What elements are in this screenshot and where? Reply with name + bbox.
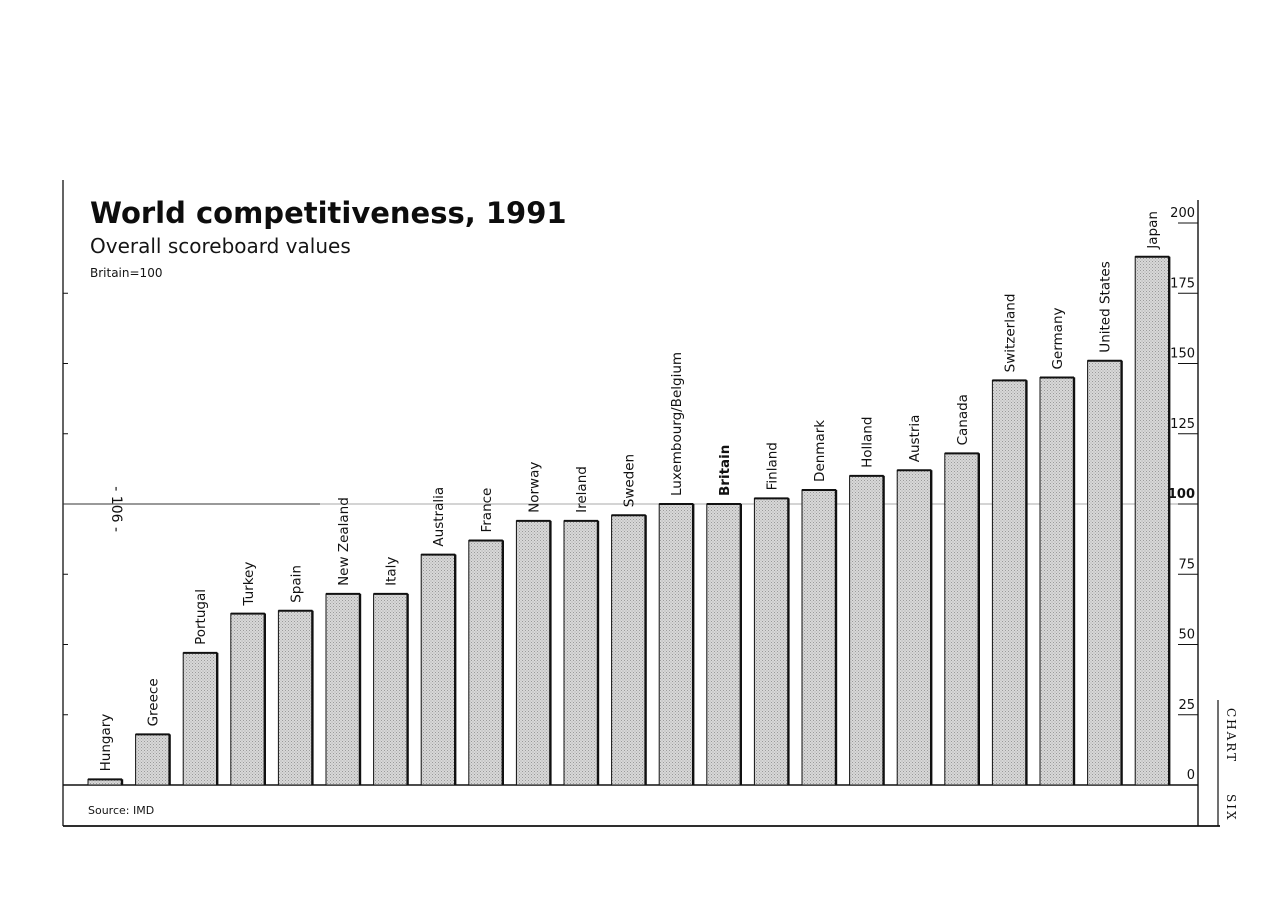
bar [230,613,266,786]
category-label: Germany [1050,307,1066,369]
category-label: Ireland [574,466,590,513]
category-label: Turkey [241,562,257,607]
y-tick-label: 100 [1168,487,1195,502]
annotation-label: - 106 - [108,486,124,532]
category-label: New Zealand [336,497,352,586]
category-label: Portugal [193,589,209,645]
y-tick-label: 175 [1170,276,1195,291]
chart-subtitle: Overall scoreboard values [90,234,351,258]
bar [420,554,456,786]
bar [611,514,647,786]
category-label: Greece [146,678,162,726]
category-label: United States [1098,261,1114,352]
y-tick-label: 50 [1178,628,1195,643]
annotations: - 106 - [108,486,124,532]
bar [182,652,218,786]
y-tick-label: 125 [1170,417,1195,432]
chart-baseline-note: Britain=100 [90,266,163,280]
category-label: Luxembourg/Belgium [669,352,685,496]
category-label: Britain [717,445,733,496]
bar [373,593,409,786]
source-note: Source: IMD [88,804,155,817]
bar [277,610,313,786]
side-tag-six: SIX [1224,794,1238,822]
category-label: Australia [431,487,447,547]
y-tick-label: 200 [1170,206,1195,221]
category-label: Italy [384,557,400,586]
side-tag-chart: CHART [1224,708,1238,764]
category-label: Spain [288,565,304,603]
bar-series [87,255,1171,786]
category-label: Hungary [98,714,114,772]
bar [896,469,932,786]
bar [801,489,837,786]
y-tick-label: 150 [1170,347,1195,362]
bar [515,520,551,786]
bar [658,503,694,786]
category-label: Canada [955,394,971,445]
bar [1039,377,1075,786]
bar [849,475,885,786]
category-label: Finland [764,442,780,490]
y-tick-label: 0 [1187,768,1195,783]
bar [1087,360,1123,786]
category-label: Japan [1145,211,1161,250]
category-label: Norway [526,462,542,513]
category-label: Austria [907,415,923,463]
bar [991,379,1027,786]
bar [1134,256,1170,786]
chart-title: World competitiveness, 1991 [90,196,567,230]
category-label: Holland [860,417,876,468]
y-tick-label: 75 [1178,557,1195,572]
category-label: Switzerland [1002,294,1018,373]
bar [706,503,742,786]
bar [944,452,980,786]
category-label: France [479,488,495,533]
bar [753,497,789,786]
bar [468,540,504,786]
y-axis: 0 25 50 75 100 125 150 175 200 [1168,206,1198,786]
bar [325,593,361,786]
y-tick-label: 25 [1178,698,1195,713]
bar [135,733,171,786]
bar [563,520,599,786]
category-label: Sweden [622,454,638,507]
category-labels: Hungary Greece Portugal Turkey Spain New Zeal… [98,211,1161,771]
category-label: Denmark [812,420,828,482]
